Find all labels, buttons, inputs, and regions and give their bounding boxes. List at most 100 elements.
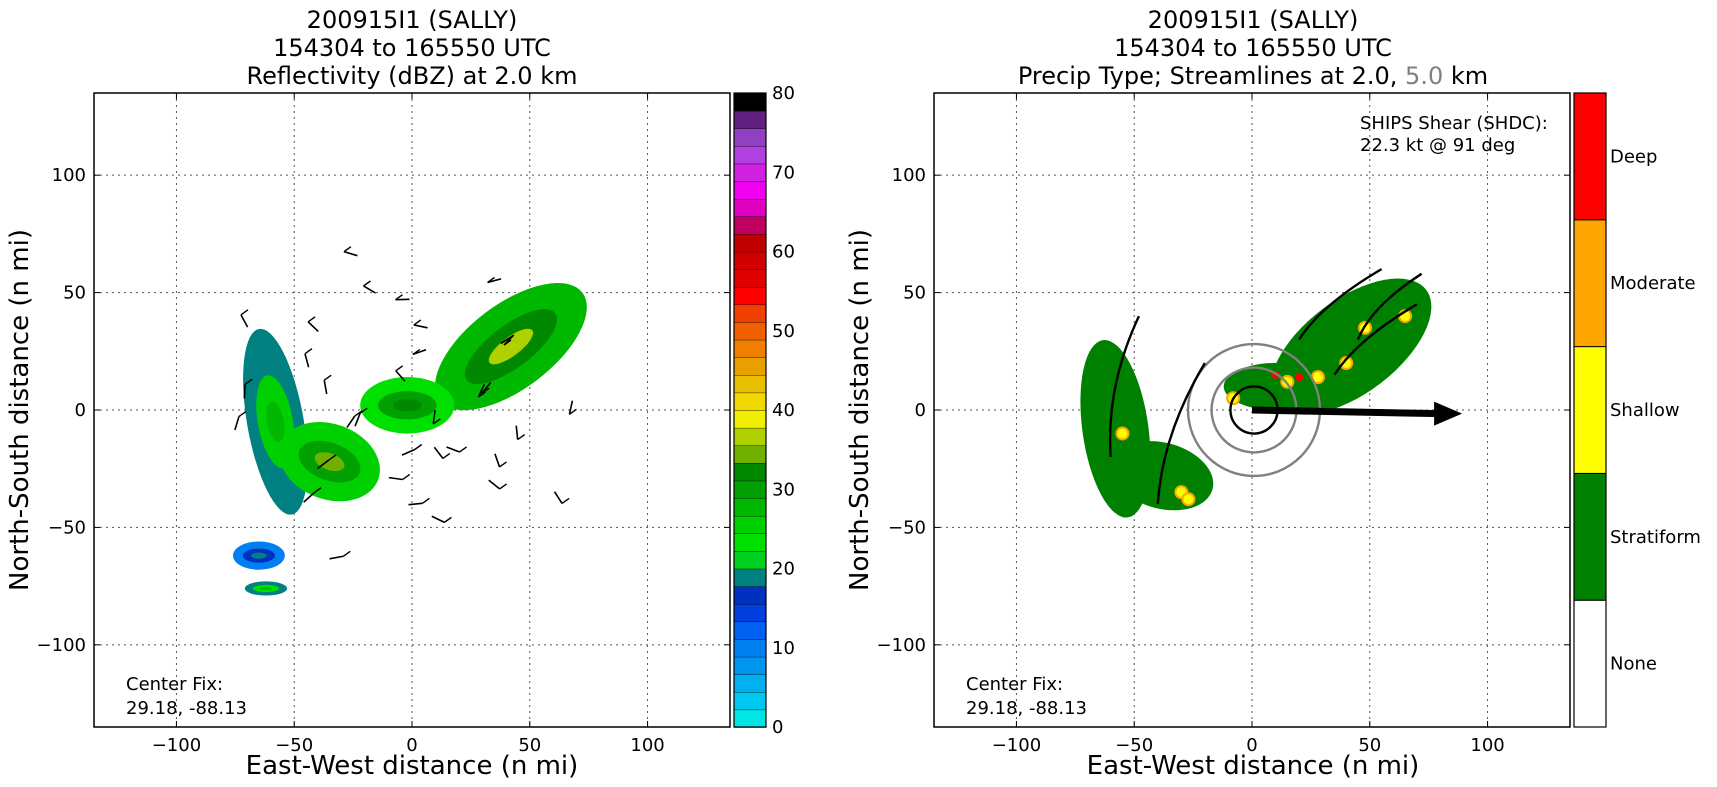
x-tick-label: 0	[1246, 735, 1257, 756]
wind-barb-flag	[503, 339, 512, 346]
left-wind-barbs	[234, 246, 577, 560]
colorbar-segment	[733, 427, 767, 446]
colorbar-segment	[733, 216, 767, 235]
streamline	[1156, 362, 1206, 505]
colorbar-segment	[733, 286, 767, 306]
y-tick-label: 50	[903, 283, 926, 304]
wind-barb-shaft	[343, 250, 358, 257]
right-title-line3: Precip Type; Streamlines at 2.0, 5.0 km	[1018, 62, 1488, 90]
colorbar-category-label: None	[1610, 654, 1657, 675]
shallow-cell	[1312, 372, 1323, 383]
colorbar-category-label: Deep	[1610, 146, 1657, 167]
x-tick-label: 50	[1358, 735, 1381, 756]
x-tick-label: −50	[275, 735, 313, 756]
right-center-fix-label: Center Fix:	[966, 674, 1063, 695]
wind-barb-flag	[240, 309, 249, 316]
left-center-fix-label: Center Fix:	[126, 674, 223, 695]
colorbar-segment-deep	[1573, 92, 1607, 221]
streamline	[1356, 272, 1423, 340]
colorbar-segment	[733, 374, 767, 394]
colorbar-tick-label: 70	[772, 162, 795, 183]
wind-barb-flag	[313, 487, 322, 494]
left-title-line1: 200915I1 (SALLY)	[307, 6, 518, 34]
wind-barb-flag	[500, 337, 509, 345]
wind-barb-shaft	[354, 412, 361, 427]
precip-type-panel: 200915I1 (SALLY) 154304 to 165550 UTC Pr…	[845, 6, 1701, 781]
colorbar-frame	[733, 92, 767, 728]
echo-peak	[314, 452, 345, 472]
wind-barb-flag	[395, 294, 403, 301]
shallow-cell	[1117, 428, 1128, 439]
colorbar-segment	[733, 462, 767, 482]
y-tick-label: −50	[48, 517, 86, 538]
wind-barb-shaft	[329, 555, 344, 560]
shear-arrow-shaft	[1251, 406, 1441, 418]
wind-barb-flag	[499, 483, 508, 490]
colorbar-segment	[733, 497, 767, 517]
wind-barb-shaft	[477, 383, 486, 398]
wind-barb-shaft	[234, 416, 240, 431]
wind-barb-flag	[238, 411, 247, 418]
wind-barb-flag	[402, 473, 411, 481]
wind-barb-shaft	[488, 479, 501, 490]
wind-barb-flag	[359, 407, 368, 414]
colorbar-category-label: Shallow	[1610, 400, 1680, 421]
wind-barb-flag	[459, 446, 468, 453]
wind-barb-shaft	[395, 370, 406, 382]
echo-peak	[259, 586, 273, 591]
y-tick-label: 0	[915, 400, 926, 421]
echo-peak	[393, 399, 422, 412]
wind-barb-shaft	[346, 415, 356, 428]
colorbar-tick-label: 20	[772, 559, 795, 580]
precip-type-colorbar: None Stratiform Shallow Moderate Deep	[1573, 92, 1701, 728]
right-plot-area: −100 −50 0 50 100 −100 −50 0 50 100	[877, 92, 1571, 756]
colorbar-segment	[733, 321, 767, 341]
right-title-line3-upper-level: 5.0	[1405, 62, 1443, 90]
reflectivity-panel: 200915I1 (SALLY) 154304 to 165550 UTC Re…	[5, 6, 795, 781]
wind-barb-flag	[481, 387, 490, 394]
wind-barb-flag	[363, 280, 371, 287]
wind-barb-shaft	[446, 446, 460, 453]
wind-barb-flag	[499, 461, 507, 468]
right-y-ticks: −100 −50 0 50 100	[877, 165, 1570, 656]
colorbar-segment	[733, 163, 767, 182]
wind-barb-shaft	[408, 502, 423, 506]
colorbar-segment	[733, 585, 767, 605]
wind-barb-flag	[444, 516, 452, 523]
wind-barb-shaft	[240, 314, 249, 328]
colorbar-segment-stratiform	[1573, 472, 1607, 601]
wind-barb-shaft	[553, 491, 563, 504]
colorbar-segment	[733, 568, 767, 587]
left-x-axis-label: East-West distance (n mi)	[246, 751, 579, 781]
wind-barb-shaft	[316, 459, 330, 470]
streamline	[1298, 268, 1383, 341]
wind-barb-flag	[413, 319, 422, 326]
left-center-fix-value: 29.18, -88.13	[126, 698, 247, 719]
colorbar-segment	[733, 550, 767, 570]
x-tick-label: −100	[152, 735, 201, 756]
colorbar-segment	[733, 603, 767, 623]
colorbar-category-label: Moderate	[1610, 273, 1696, 294]
colorbar-segment-none	[1573, 599, 1607, 728]
shear-arrow-head	[1434, 401, 1463, 426]
wind-barb-shaft	[494, 453, 501, 468]
colorbar-segment	[733, 180, 767, 200]
wind-barb-flag	[487, 276, 495, 284]
reflectivity-colorbar: 0 10 20 30 40 50 60 70 80	[733, 83, 795, 738]
colorbar-segment	[733, 339, 767, 358]
colorbar-segment	[733, 480, 767, 499]
colorbar-segment	[733, 409, 767, 429]
wind-barb-shaft	[363, 285, 376, 294]
wind-barb-shaft	[307, 321, 319, 332]
right-y-axis-label: North-South distance (n mi)	[845, 229, 875, 591]
wind-barb-shaft	[401, 448, 416, 456]
left-y-axis-label: North-South distance (n mi)	[5, 229, 35, 591]
colorbar-tick-label: 50	[772, 321, 795, 342]
wind-barb-shaft	[323, 380, 328, 395]
deep-cell	[1295, 373, 1304, 382]
wind-barb-flag	[354, 410, 363, 417]
colorbar-segment	[733, 251, 767, 270]
colorbar-segment	[733, 128, 767, 147]
colorbar-segment	[733, 621, 767, 640]
